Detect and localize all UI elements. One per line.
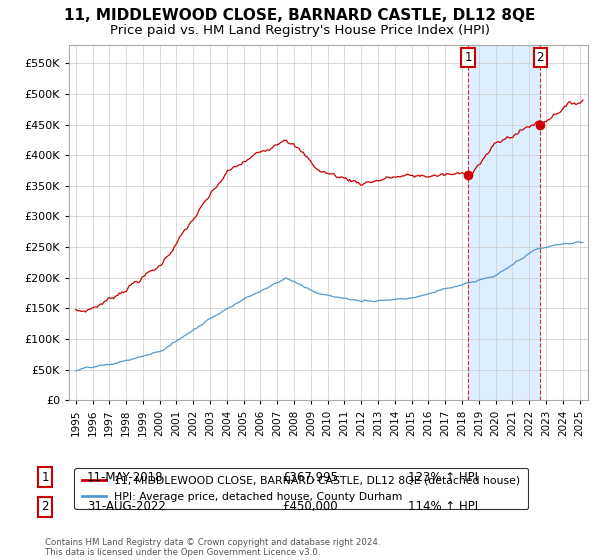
Text: Price paid vs. HM Land Registry's House Price Index (HPI): Price paid vs. HM Land Registry's House … — [110, 24, 490, 36]
Text: Contains HM Land Registry data © Crown copyright and database right 2024.
This d: Contains HM Land Registry data © Crown c… — [45, 538, 380, 557]
Text: 11-MAY-2018: 11-MAY-2018 — [87, 470, 163, 484]
Bar — [468, 45, 540, 400]
Text: 31-AUG-2022: 31-AUG-2022 — [87, 500, 166, 514]
Text: £367,995: £367,995 — [282, 470, 338, 484]
Text: £450,000: £450,000 — [282, 500, 338, 514]
Text: 114% ↑ HPI: 114% ↑ HPI — [408, 500, 478, 514]
Legend: 11, MIDDLEWOOD CLOSE, BARNARD CASTLE, DL12 8QE (detached house), HPI: Average pr: 11, MIDDLEWOOD CLOSE, BARNARD CASTLE, DL… — [74, 468, 528, 509]
Text: 1: 1 — [464, 51, 472, 64]
Text: 2: 2 — [41, 500, 49, 514]
Text: 123% ↑ HPI: 123% ↑ HPI — [408, 470, 478, 484]
Text: 1: 1 — [41, 470, 49, 484]
Text: 11, MIDDLEWOOD CLOSE, BARNARD CASTLE, DL12 8QE: 11, MIDDLEWOOD CLOSE, BARNARD CASTLE, DL… — [64, 8, 536, 24]
Text: 2: 2 — [536, 51, 544, 64]
